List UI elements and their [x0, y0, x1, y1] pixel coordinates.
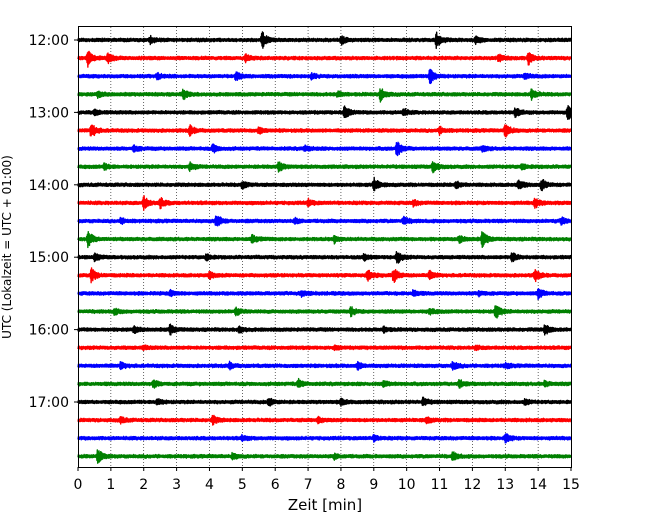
x-tick-label: 2: [139, 477, 148, 493]
trace-line: [77, 449, 572, 464]
trace-line: [77, 31, 572, 50]
trace-line: [77, 305, 572, 319]
x-tick-label: 7: [304, 477, 313, 493]
trace-line: [77, 50, 572, 68]
trace-line: [77, 195, 572, 211]
x-tick-label: 3: [172, 477, 181, 493]
trace-line: [77, 176, 572, 192]
trace-line: [77, 68, 572, 85]
trace-line: [77, 251, 572, 264]
trace-line: [77, 88, 572, 103]
trace-line: [77, 288, 572, 301]
trace-line: [77, 344, 572, 352]
y-tick-label: 14:00: [29, 178, 69, 194]
y-axis-label: UTC (Lokalzeit = UTC + 01:00): [0, 155, 14, 339]
x-tick-label: 6: [271, 477, 280, 493]
x-tick-label: 12: [463, 477, 481, 493]
y-tick-label: 16:00: [29, 323, 69, 339]
y-tick-label: 12:00: [29, 33, 69, 49]
x-tick-label: 15: [562, 477, 580, 493]
x-tick-label: 14: [529, 477, 547, 493]
x-tick-label: 0: [74, 477, 83, 493]
trace-line: [77, 230, 572, 249]
x-tick-label: 10: [398, 477, 416, 493]
vertical-gridlines: [110, 27, 539, 467]
x-axis-label: Zeit [min]: [288, 496, 362, 514]
x-tick-label: 8: [336, 477, 345, 493]
trace-line: [77, 267, 572, 284]
trace-line: [77, 323, 572, 336]
trace-series-group: [77, 31, 572, 464]
x-tick-label: 5: [238, 477, 247, 493]
trace-line: [77, 360, 572, 371]
x-tick-label: 13: [496, 477, 514, 493]
trace-line: [77, 414, 572, 426]
trace-line: [77, 161, 572, 174]
trace-line: [77, 396, 572, 407]
trace-line: [77, 433, 572, 444]
x-tick-label: 11: [431, 477, 449, 493]
x-tick-label: 1: [106, 477, 115, 493]
trace-line: [77, 377, 572, 389]
y-tick-label: 17:00: [29, 395, 69, 411]
x-tick-label: 4: [205, 477, 214, 493]
y-tick-label: 13:00: [29, 105, 69, 121]
x-tick-label: 9: [369, 477, 378, 493]
trace-line: [77, 141, 572, 157]
x-axis-ticks: 0 1 2 3 4 5 6 7 8 9 10 11 12 13 14 15: [74, 467, 580, 493]
trace-line: [77, 124, 572, 138]
trace-line: [77, 215, 572, 227]
plot-frame: [78, 26, 572, 468]
y-axis-ticks: 12:00 13:00 14:00 15:00 16:00 17:00: [29, 33, 78, 411]
trace-line: [77, 105, 572, 120]
y-tick-label: 15:00: [29, 250, 69, 266]
